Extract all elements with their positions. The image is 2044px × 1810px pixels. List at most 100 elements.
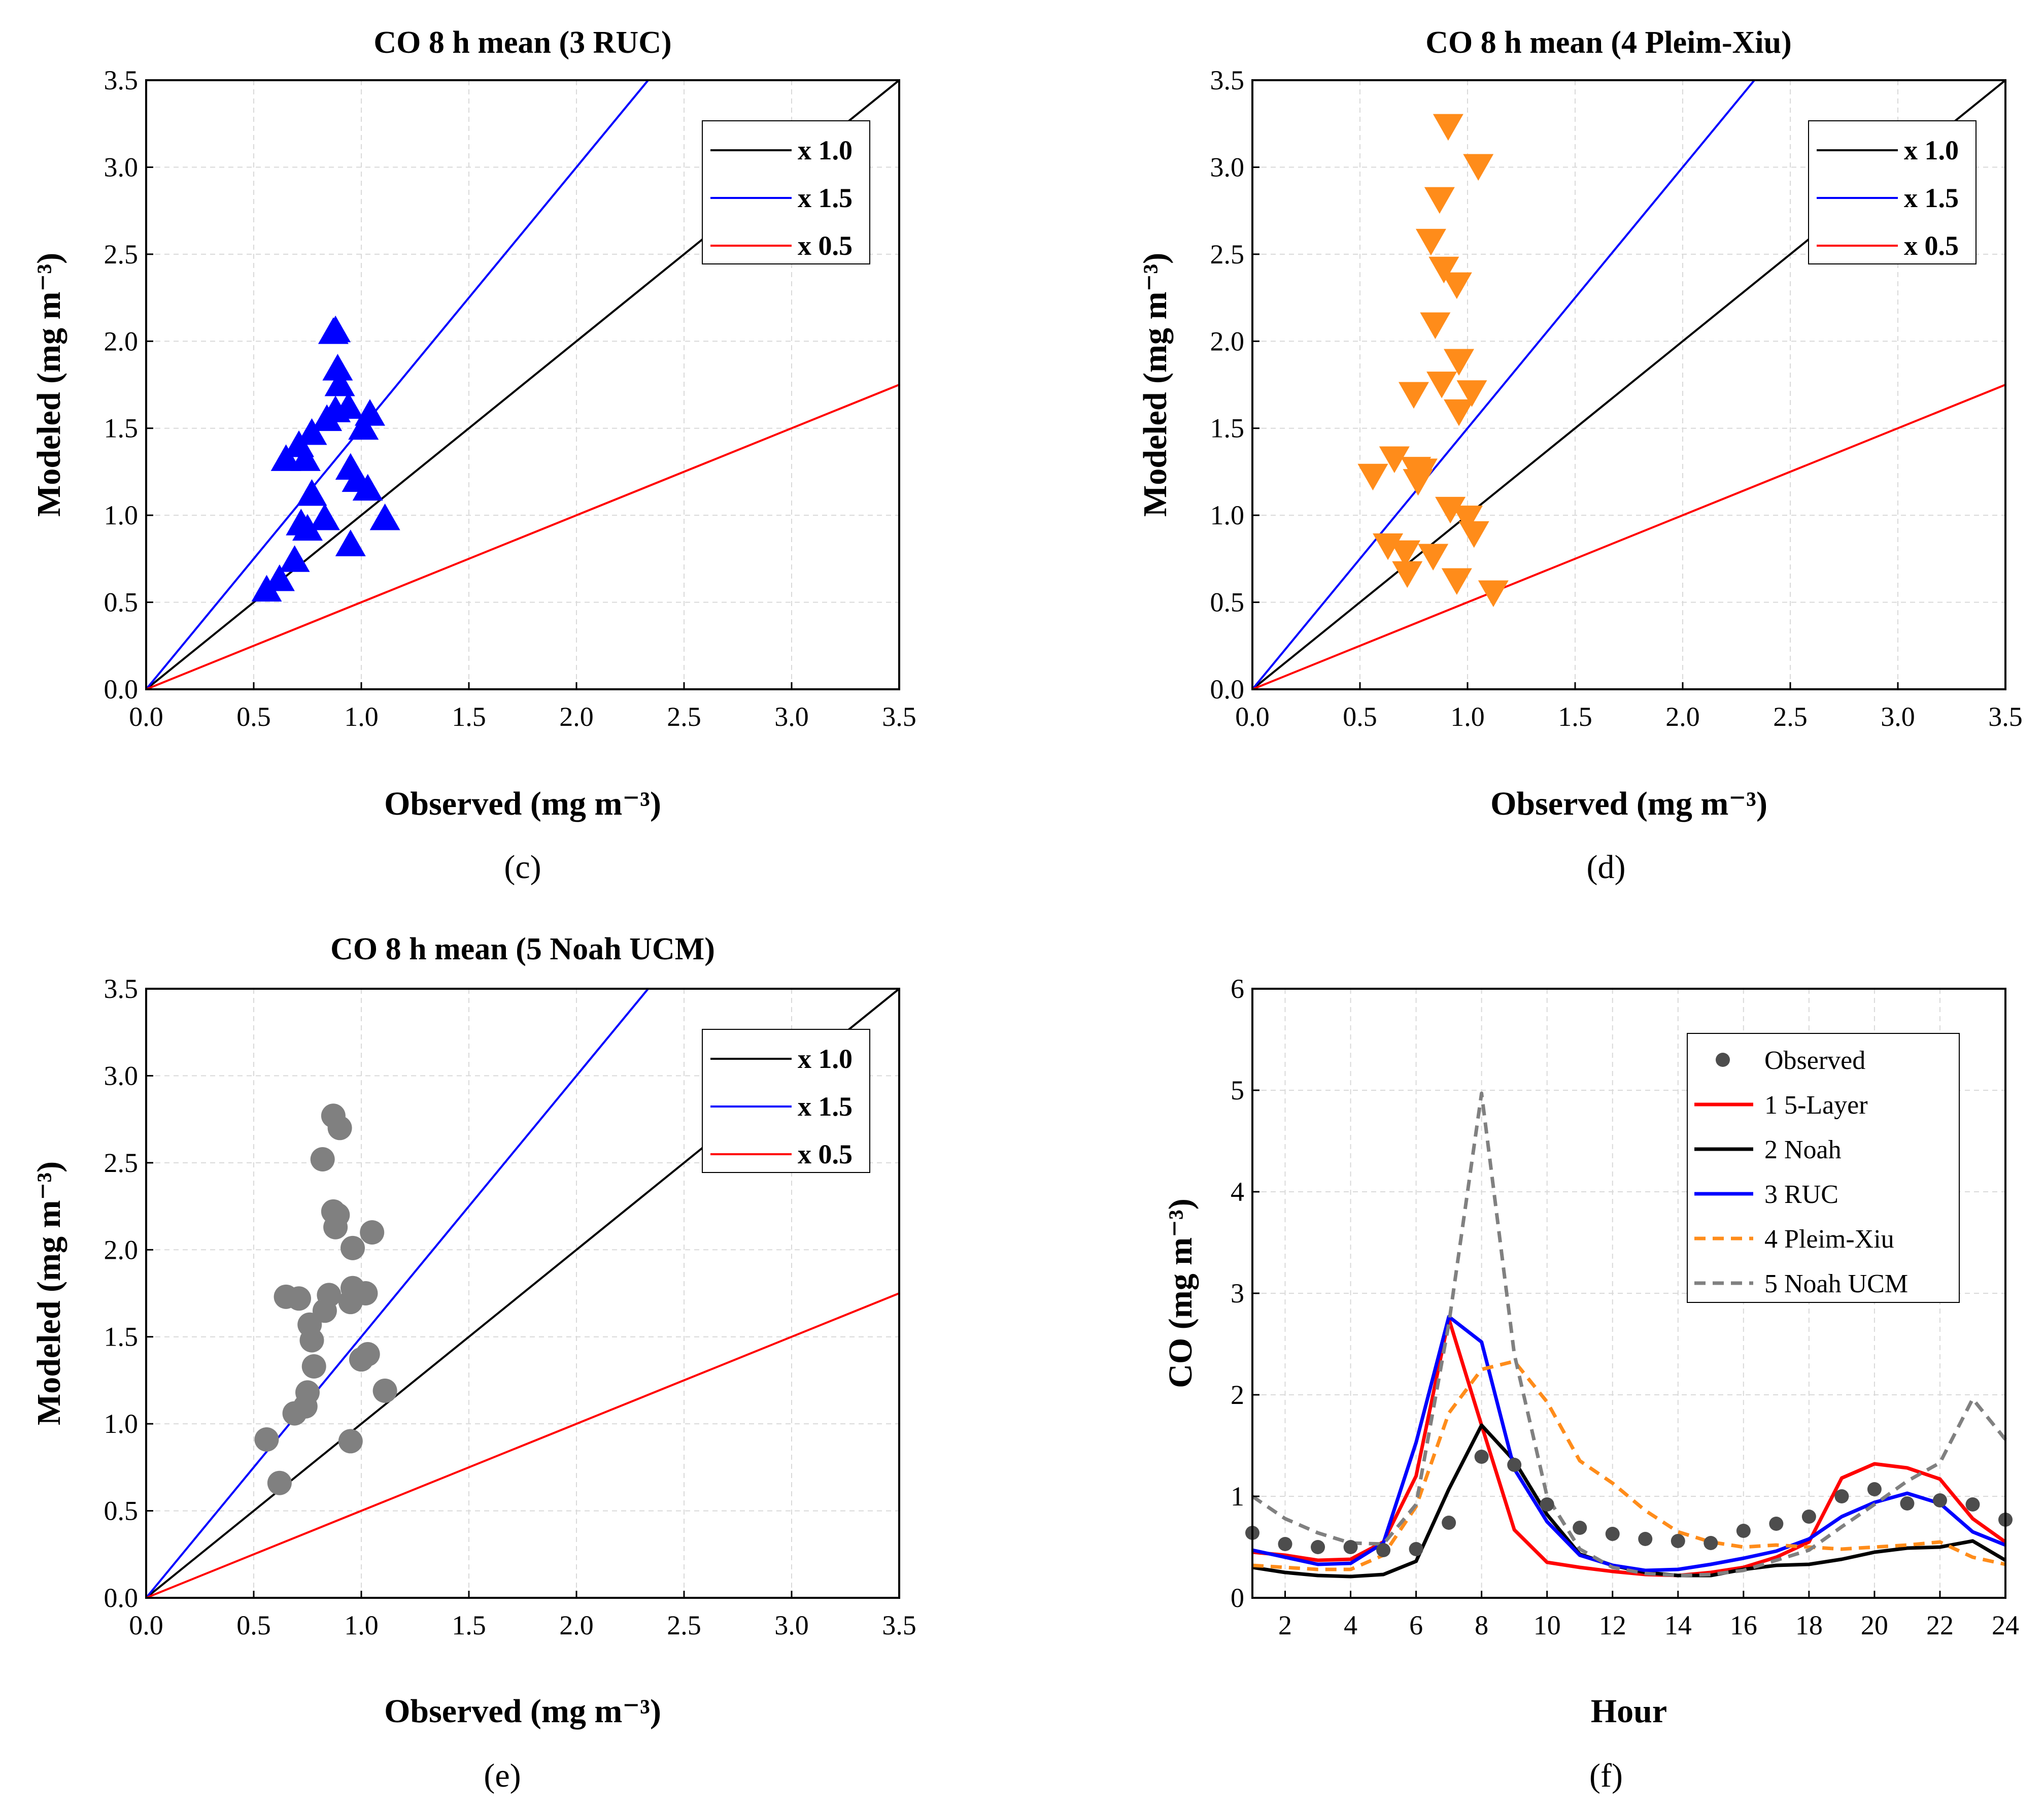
data-point <box>372 1379 397 1403</box>
scatter-points <box>1357 114 1509 607</box>
data-point <box>1452 506 1483 532</box>
y-ticks: 0.0 0.5 1.0 1.5 2.0 2.5 3.0 3.5 <box>104 974 153 1613</box>
data-point <box>1424 187 1455 214</box>
x-tick-label: 2.5 <box>1773 701 1808 732</box>
reference-line-x0-5 <box>146 384 899 689</box>
data-point <box>301 1354 326 1379</box>
observed-point <box>1605 1527 1620 1541</box>
data-point <box>1415 228 1446 256</box>
observed-point <box>1474 1450 1489 1464</box>
y-tick-label: 0.5 <box>104 587 139 618</box>
y-tick-label: 3.0 <box>104 152 139 182</box>
x-tick-label: 12 <box>1599 1610 1626 1640</box>
legend-label: 2 Noah <box>1764 1135 1842 1164</box>
y-tick-label: 1.0 <box>1210 500 1245 530</box>
data-point <box>1390 540 1421 567</box>
legend: Observed 1 5-Layer 2 Noah 3 RUC 4 Pleim-Xiu 5… <box>1687 1033 1960 1303</box>
y-tick-label: 2.0 <box>104 326 139 356</box>
y-tick-label: 0.5 <box>1210 587 1245 618</box>
y-tick-label: 3 <box>1231 1278 1244 1309</box>
data-point <box>295 1380 320 1405</box>
data-point <box>322 354 353 381</box>
x-tick-label: 6 <box>1409 1610 1423 1640</box>
data-point <box>1379 446 1410 473</box>
data-point <box>1428 256 1459 284</box>
chart-title: CO 8 h mean (4 Pleim-Xiu) <box>1425 25 1792 60</box>
observed-points <box>1245 1450 2013 1557</box>
data-point <box>296 418 327 445</box>
x-tick-label: 0.5 <box>236 1610 271 1640</box>
data-point <box>1418 544 1449 571</box>
data-point <box>338 1429 363 1454</box>
x-tick-label: 18 <box>1795 1610 1823 1640</box>
x-tick-label: 20 <box>1861 1610 1888 1640</box>
legend-swatch <box>1716 1053 1730 1067</box>
scatter-points <box>254 1103 397 1495</box>
y-axis-label: CO (mg m⁻³) <box>1162 1198 1199 1388</box>
y-tick-label: 2.5 <box>104 239 139 270</box>
y-tick-label: 1.5 <box>1210 413 1245 444</box>
y-tick-label: 2.0 <box>104 1234 139 1265</box>
reference-line-x1-5 <box>1252 80 1755 689</box>
data-point <box>279 545 310 572</box>
data-point <box>1458 521 1489 548</box>
data-point <box>310 1147 335 1171</box>
data-point <box>320 315 351 343</box>
series-line-5-noah-ucm <box>1251 1091 2007 1578</box>
data-point <box>292 514 323 541</box>
data-point <box>369 504 400 530</box>
plot-area <box>1251 79 2006 690</box>
data-point <box>325 1202 350 1227</box>
y-tick-label: 1 <box>1231 1481 1244 1512</box>
data-point <box>340 1235 365 1260</box>
observed-point <box>1409 1542 1423 1556</box>
data-point <box>1407 458 1438 485</box>
series-line-1-5-layer <box>1252 1317 2007 1578</box>
legend-box <box>702 1029 870 1173</box>
x-tick-label: 0.5 <box>1343 701 1377 732</box>
x-tick-label: 3.5 <box>882 1610 916 1640</box>
y-tick-label: 3.0 <box>1210 152 1245 182</box>
data-point <box>317 1283 342 1308</box>
legend-box <box>1687 1033 1960 1303</box>
data-point <box>296 479 327 506</box>
y-tick-label: 3.5 <box>104 65 139 95</box>
legend-label: x 0.5 <box>798 1139 853 1169</box>
chart-title: CO 8 h mean (3 RUC) <box>373 25 671 60</box>
y-tick-label: 1.5 <box>104 413 139 444</box>
x-tick-label: 24 <box>1992 1610 2019 1640</box>
observed-point <box>1932 1493 1947 1507</box>
x-ticks: 0.0 0.5 1.0 1.5 2.0 2.5 3.0 3.5 <box>1235 682 2023 732</box>
data-point <box>264 564 295 591</box>
y-tick-label: 1.5 <box>104 1322 139 1352</box>
legend-label: x 0.5 <box>1904 230 1959 261</box>
legend-label: x 0.5 <box>798 230 853 261</box>
data-point <box>1441 272 1472 299</box>
data-point <box>1392 561 1423 588</box>
legend-box <box>1808 120 1977 264</box>
data-point <box>309 504 340 530</box>
y-tick-label: 1.0 <box>104 1409 139 1439</box>
data-point <box>1444 349 1475 376</box>
x-tick-label: 3.0 <box>774 701 809 732</box>
x-tick-label: 1.0 <box>344 701 379 732</box>
legend: x 1.0 x 1.5 x 0.5 <box>702 1029 870 1173</box>
plot-area <box>145 988 900 1599</box>
y-ticks: 0 1 2 3 4 5 6 <box>1231 974 1259 1613</box>
observed-point <box>1311 1540 1325 1554</box>
y-tick-label: 0.0 <box>104 674 139 705</box>
x-ticks: 0.0 0.5 1.0 1.5 2.0 2.5 3.0 3.5 <box>129 682 916 732</box>
data-point <box>1399 382 1429 409</box>
x-tick-label: 14 <box>1664 1610 1692 1640</box>
data-point <box>299 1328 324 1353</box>
x-axis-label: Hour <box>1591 1693 1667 1730</box>
y-tick-label: 2.5 <box>1210 239 1245 270</box>
y-tick-label: 6 <box>1231 974 1244 1004</box>
data-point <box>348 413 379 440</box>
legend-label: x 1.0 <box>1904 135 1959 165</box>
legend-box <box>702 120 870 264</box>
y-axis-label: Modeled (mg m⁻³) <box>30 1161 67 1425</box>
observed-point <box>1573 1521 1587 1535</box>
